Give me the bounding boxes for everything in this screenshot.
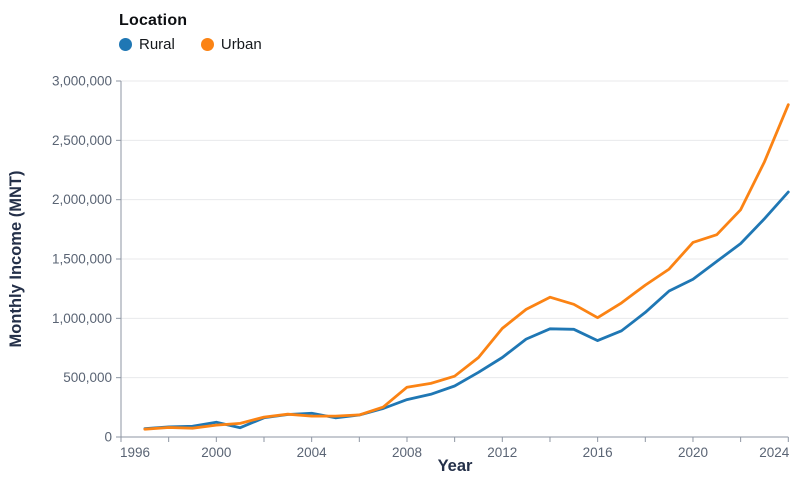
x-tick-label: 2000 [201,445,231,460]
rural-series-dot-icon [119,38,132,51]
y-tick-label: 3,000,000 [52,74,112,89]
y-tick-label: 1,500,000 [52,252,112,267]
y-tick-label: 0 [104,430,112,445]
x-tick-label: 2016 [583,445,613,460]
legend-item-label: Rural [139,36,175,53]
x-tick-label: 2004 [297,445,328,460]
x-axis-title: Year [438,457,473,475]
series-lines [143,103,790,431]
x-tick-label: 2012 [487,445,517,460]
line-urban [143,103,790,431]
urban-series-dot-icon [200,38,214,51]
legend-title: Location [119,12,188,29]
y-tick-label: 500,000 [63,370,112,385]
x-tick-label: 1996 [120,445,150,460]
line-rural [143,190,790,431]
legend-items: Rural Urban [119,36,262,53]
gridlines [121,80,789,379]
y-axis-title: Monthly Income (MNT) [7,171,25,348]
x-tick-label: 2020 [678,445,708,460]
legend-item-urban: Urban [200,36,262,53]
legend: Location Rural Urban [119,12,262,53]
legend-item-rural: Rural [119,36,175,53]
x-tick-label: 2008 [392,445,422,460]
y-tick-label: 2,500,000 [52,133,112,148]
y-tick-label: 1,000,000 [52,311,112,326]
y-tick-label: 2,000,000 [52,192,112,207]
legend-item-label: Urban [220,36,262,53]
axes: 0 500,000 1,000,000 1,500,000 2,000,000 2,500… [52,74,790,461]
x-tick-label: 2024 [759,445,790,460]
